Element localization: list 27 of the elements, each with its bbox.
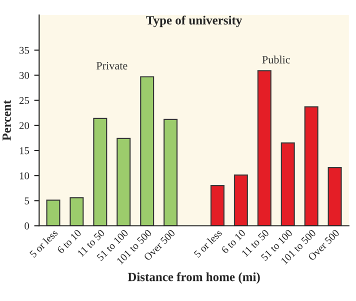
x-axis-title: Distance from home (mi) [128,272,260,284]
x-tick-label: 5 or less [193,228,222,258]
bar [116,138,131,226]
bar [328,167,342,226]
bar [280,142,295,226]
y-tick-label: 35 [20,46,30,54]
bar [304,106,318,226]
y-tick-label: 5 [24,197,30,204]
bar [140,76,154,226]
bar [210,185,224,226]
legend-title: Type of university [146,16,242,28]
y-axis-title: Percent [2,100,11,141]
bar [93,118,108,226]
series-label: Private [96,62,128,70]
y-tick-label: 30 [20,72,30,79]
bar [46,200,60,226]
bar [257,70,272,226]
y-tick-label: 20 [19,122,30,130]
y-tick-label: 10 [20,172,30,180]
y-tick-label: 0 [24,222,30,230]
bar [234,174,248,226]
bar [70,197,84,226]
series-label: Public [262,56,290,64]
bar [164,118,178,226]
y-tick-label: 15 [20,147,30,154]
y-tick-label: 25 [19,97,30,104]
x-tick-label: 5 or less [29,228,58,258]
